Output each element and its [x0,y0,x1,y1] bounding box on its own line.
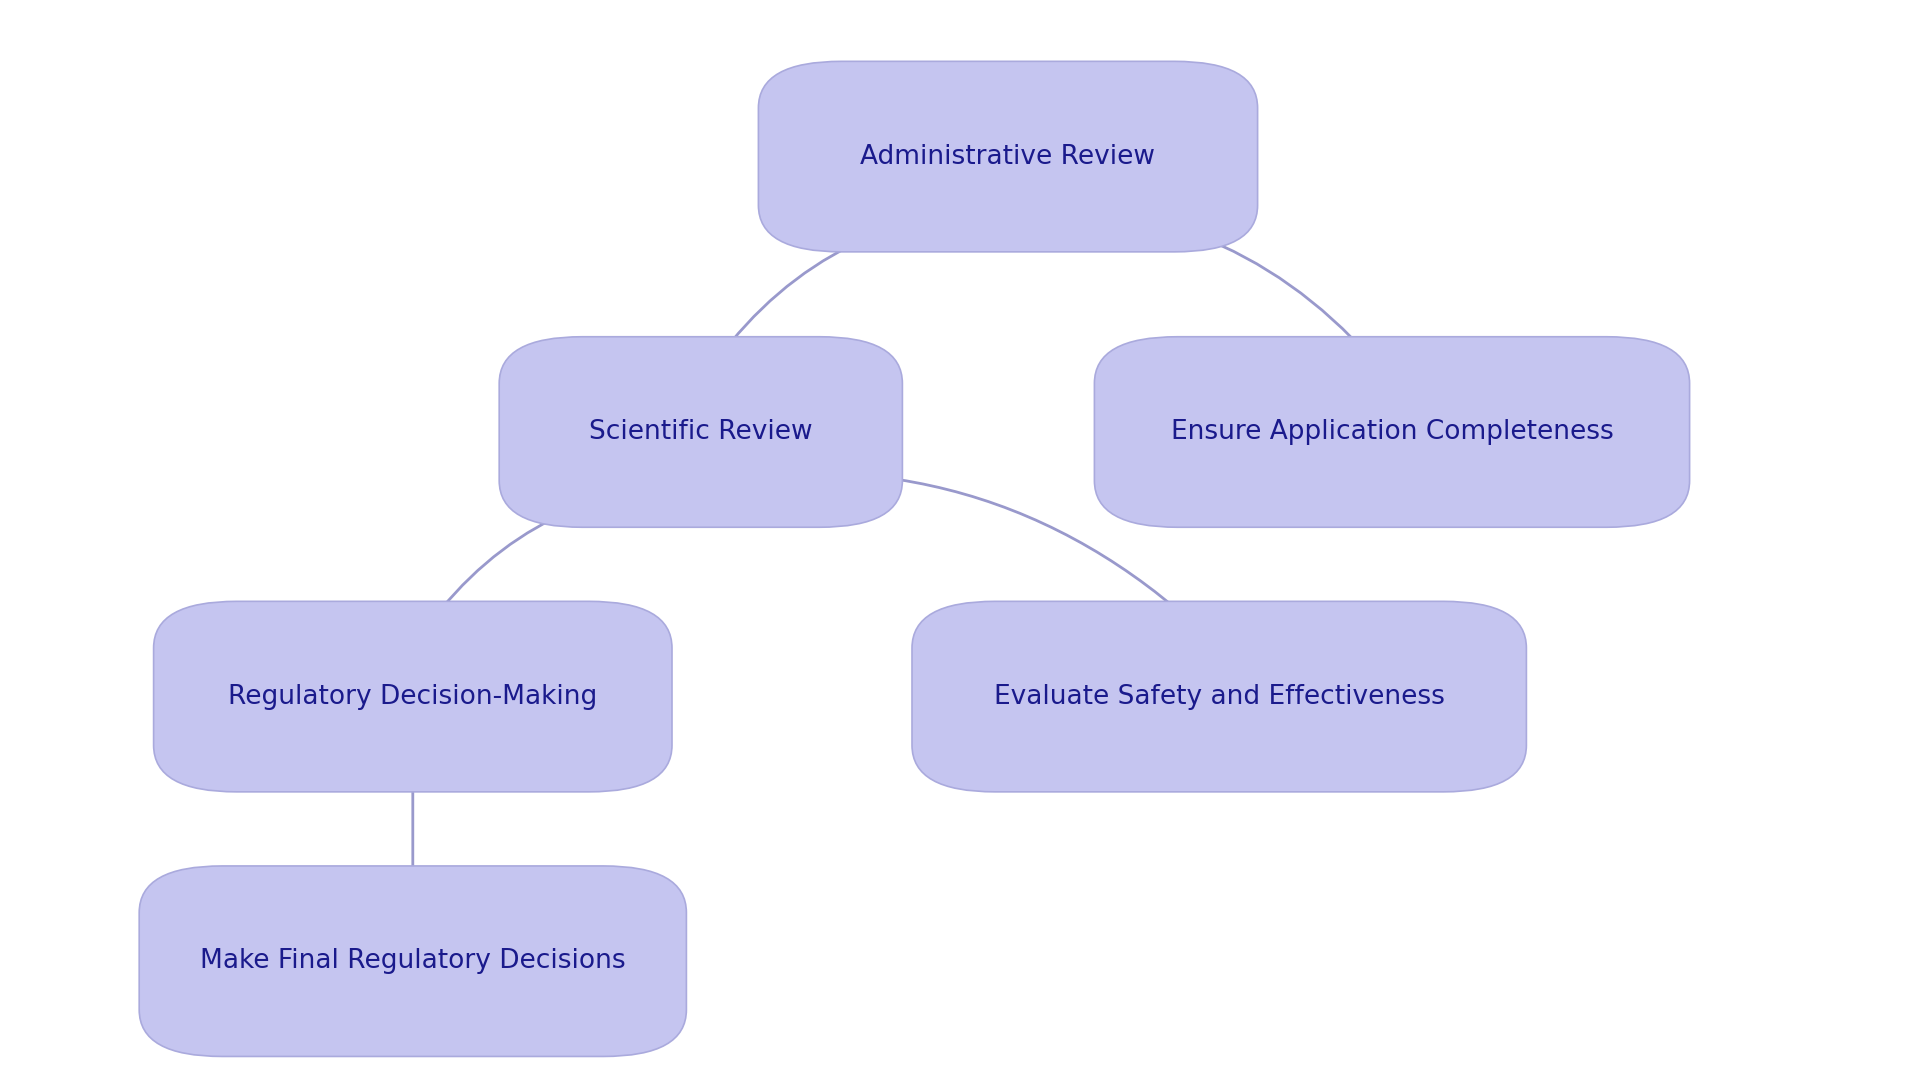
FancyBboxPatch shape [912,602,1526,792]
Text: Scientific Review: Scientific Review [589,419,812,445]
Text: Administrative Review: Administrative Review [860,144,1156,170]
Text: Evaluate Safety and Effectiveness: Evaluate Safety and Effectiveness [995,684,1444,710]
FancyBboxPatch shape [499,337,902,527]
FancyBboxPatch shape [758,62,1258,252]
FancyBboxPatch shape [140,866,687,1056]
Text: Regulatory Decision-Making: Regulatory Decision-Making [228,684,597,710]
FancyBboxPatch shape [1094,337,1690,527]
Text: Make Final Regulatory Decisions: Make Final Regulatory Decisions [200,948,626,974]
FancyBboxPatch shape [154,602,672,792]
Text: Ensure Application Completeness: Ensure Application Completeness [1171,419,1613,445]
